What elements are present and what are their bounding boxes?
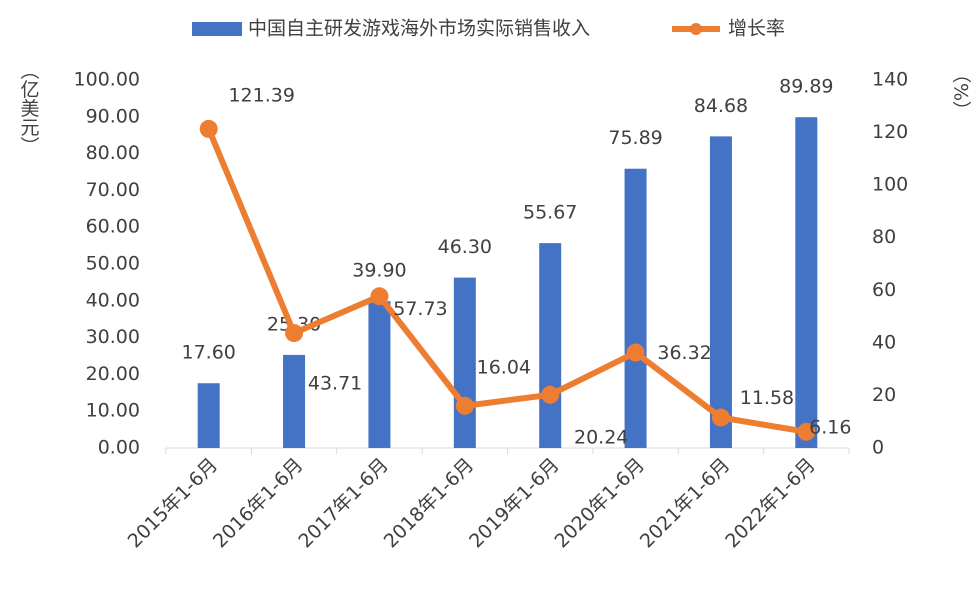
y-tick-label: 10.00 [86, 400, 140, 422]
x-tick-label: 2020年1-6月 [550, 454, 649, 553]
y2-tick-label: 140 [872, 69, 908, 91]
bar-value-label: 89.89 [779, 76, 833, 98]
line-point [626, 343, 645, 362]
line [205, 127, 807, 435]
bar-value-label: 55.67 [523, 202, 577, 224]
x-tick-label: 2015年1-6月 [124, 454, 223, 553]
line-point [285, 324, 304, 343]
legend-label: 中国自主研发游戏海外市场实际销售收入 [248, 18, 590, 40]
y2-tick-label: 80 [872, 226, 896, 248]
line-value-label: 121.39 [228, 84, 294, 106]
bar-value-label: 75.89 [608, 127, 662, 149]
y2-tick-label: 100 [872, 174, 908, 196]
line-point [711, 408, 730, 427]
y2-tick-label: 40 [872, 331, 896, 353]
line-value-label: 20.24 [574, 426, 628, 448]
legend-swatch [192, 22, 242, 36]
x-tick-label: 2019年1-6月 [465, 454, 564, 553]
legend-swatch [690, 23, 702, 35]
y-tick-label: 80.00 [86, 142, 140, 164]
line-point [199, 119, 218, 138]
bar-value-label: 17.60 [181, 342, 235, 364]
legend-label: 增长率 [728, 18, 785, 40]
y2-tick-label: 120 [872, 121, 908, 143]
x-tick-label: 2021年1-6月 [636, 454, 735, 553]
y-tick-label: 60.00 [86, 216, 140, 238]
y-tick-label: 20.00 [86, 363, 140, 385]
line-point [455, 396, 474, 415]
y2-tick-label: 60 [872, 279, 896, 301]
x-tick-label: 2018年1-6月 [380, 454, 479, 553]
bar-value-label: 39.90 [352, 260, 406, 282]
y-tick-label: 50.00 [86, 253, 140, 275]
y-axis-label: （亿美元） [18, 61, 40, 156]
x-tick-label: 2022年1-6月 [721, 454, 820, 553]
bar [795, 117, 818, 448]
bar-value-label: 46.30 [438, 236, 492, 258]
line-value-label: 43.71 [308, 373, 362, 395]
y-tick-label: 100.00 [74, 69, 140, 91]
line-value-label: 6.16 [809, 416, 851, 438]
y-tick-label: 90.00 [86, 105, 140, 127]
bar [539, 243, 562, 448]
line-value-label: 11.58 [740, 387, 794, 409]
y2-tick-label: 0 [872, 437, 884, 459]
y-tick-label: 0.00 [98, 437, 140, 459]
bar [709, 136, 732, 448]
bar [368, 301, 391, 448]
bar [283, 354, 306, 448]
y-tick-label: 30.00 [86, 326, 140, 348]
line-value-label: 36.32 [657, 342, 711, 364]
line-value-label: 57.73 [393, 298, 447, 320]
y2-axis-label: （%） [950, 64, 972, 120]
line-value-label: 16.04 [477, 356, 531, 378]
line-point [370, 287, 389, 306]
bar [197, 383, 220, 448]
y-tick-label: 70.00 [86, 179, 140, 201]
line-point [797, 422, 816, 441]
x-tick-label: 2017年1-6月 [294, 454, 393, 553]
y-tick-label: 40.00 [86, 289, 140, 311]
line-point [541, 385, 560, 404]
bar-value-label: 84.68 [694, 95, 748, 117]
bar [624, 168, 647, 448]
x-tick-label: 2016年1-6月 [209, 454, 308, 553]
bar [453, 277, 476, 448]
y2-tick-label: 20 [872, 384, 896, 406]
